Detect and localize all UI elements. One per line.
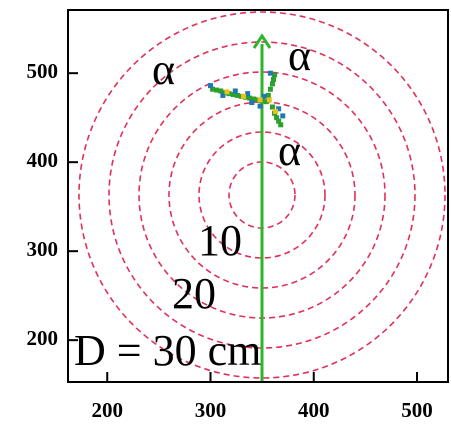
annotation: α — [278, 126, 301, 175]
point — [268, 87, 273, 92]
annotation: α — [152, 45, 175, 94]
annotation: α — [288, 31, 311, 80]
point — [267, 97, 272, 102]
point — [249, 100, 254, 105]
x-tick-label: 400 — [298, 398, 330, 422]
point — [241, 94, 246, 99]
y-tick-label: 500 — [27, 59, 59, 83]
point — [258, 104, 263, 109]
point — [233, 88, 238, 93]
x-tick-label: 200 — [91, 398, 123, 422]
y-tick-label: 200 — [27, 326, 59, 350]
point — [271, 77, 276, 82]
x-tick-label: 500 — [401, 398, 433, 422]
point — [270, 81, 275, 86]
y-tick-label: 400 — [27, 148, 59, 172]
point — [273, 109, 278, 114]
point — [280, 113, 285, 118]
point — [270, 105, 275, 110]
point — [225, 89, 230, 94]
point — [268, 71, 273, 76]
y-tick-label: 300 — [27, 237, 59, 261]
point — [258, 97, 263, 102]
chart: 200300400500200300400500ααα1020D = 30 cm — [0, 0, 451, 426]
annotation: 10 — [198, 216, 242, 265]
point — [208, 83, 213, 88]
x-tick-label: 300 — [195, 398, 227, 422]
annotation: 20 — [172, 269, 216, 318]
annotation: D = 30 cm — [74, 326, 261, 375]
